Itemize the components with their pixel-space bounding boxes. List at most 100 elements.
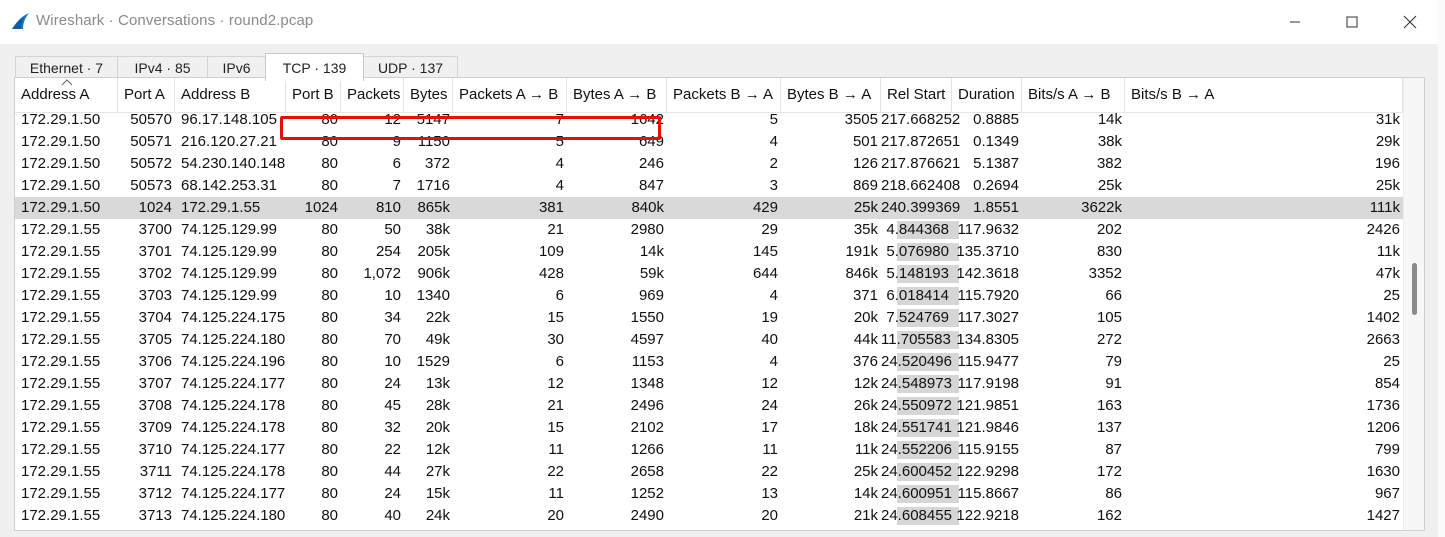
cell-port-a: 50572 xyxy=(130,155,172,172)
cell-port-b: 80 xyxy=(321,507,338,524)
table-row[interactable]: 172.29.1.50 1024 172.29.1.55 1024 810 865k 381… xyxy=(15,197,1403,219)
column-header-port-a[interactable]: Port A xyxy=(118,78,175,112)
cell-port-b: 80 xyxy=(321,419,338,436)
table-row[interactable]: 172.29.1.55 3702 74.125.129.99 80 1,072 906k 4… xyxy=(15,263,1403,285)
maximize-button[interactable] xyxy=(1323,0,1381,44)
rel-start-bar xyxy=(897,287,959,305)
cell-bytes-b-to-a: 846k xyxy=(845,265,878,282)
column-header-address-b[interactable]: Address B xyxy=(175,78,286,112)
vertical-scrollbar[interactable] xyxy=(1403,78,1424,530)
table-row[interactable]: 172.29.1.55 3706 74.125.224.196 80 10 1529 6 11… xyxy=(15,351,1403,373)
table-row[interactable]: 172.29.1.55 3709 74.125.224.178 80 32 20k 15 21… xyxy=(15,417,1403,439)
cell-port-b: 80 xyxy=(321,309,338,326)
cell-address-b: 172.29.1.55 xyxy=(181,199,261,216)
cell-bits-per-sec-a-to-b: 382 xyxy=(1096,155,1122,172)
cell-port-b: 80 xyxy=(321,287,338,304)
cell-packets: 32 xyxy=(384,419,401,436)
tab-tcp[interactable]: TCP · 139 xyxy=(265,53,364,81)
cell-duration: 115.8667 xyxy=(957,485,1019,502)
tab-udp[interactable]: UDP · 137 xyxy=(363,56,458,78)
window-title: Wireshark · Conversations · round2.pcap xyxy=(36,12,314,29)
table-row[interactable]: 172.29.1.55 3708 74.125.224.178 80 45 28k 21 24… xyxy=(15,395,1403,417)
cell-rel-start: 218.662408 xyxy=(881,177,961,194)
cell-packets-a-to-b: 109 xyxy=(538,243,564,260)
cell-address-b: 74.125.224.178 xyxy=(181,419,286,436)
cell-bytes: 38k xyxy=(425,221,450,238)
table-row[interactable]: 172.29.1.55 3707 74.125.224.177 80 24 13k 12 13… xyxy=(15,373,1403,395)
cell-bytes-b-to-a: 35k xyxy=(853,221,878,238)
tab-ipv4[interactable]: IPv4 · 85 xyxy=(117,56,208,78)
minimize-button[interactable] xyxy=(1266,0,1324,44)
column-header-bytes-b-to-a[interactable]: Bytes B → A xyxy=(781,78,881,112)
tab-ipv6[interactable]: IPv6 xyxy=(207,56,266,78)
cell-bits-per-sec-a-to-b: 14k xyxy=(1097,111,1122,128)
table-row[interactable]: 172.29.1.50 50573 68.142.253.31 80 7 1716 4 847… xyxy=(15,175,1403,197)
rel-start-bar xyxy=(897,419,959,437)
cell-port-b: 80 xyxy=(321,441,338,458)
table-row[interactable]: 172.29.1.55 3700 74.125.129.99 80 50 38k 21 298… xyxy=(15,219,1403,241)
cell-port-b: 80 xyxy=(321,485,338,502)
column-header-packets-a-to-b[interactable]: Packets A → B xyxy=(453,78,567,112)
cell-packets-b-to-a: 12 xyxy=(761,375,778,392)
cell-rel-start: 4.844368 xyxy=(886,221,949,238)
table-row[interactable]: 172.29.1.50 50570 96.17.148.105 80 12 5147 7 16… xyxy=(15,109,1403,131)
cell-bytes-b-to-a: 191k xyxy=(845,243,878,260)
cell-port-b: 80 xyxy=(321,111,338,128)
column-header-port-b[interactable]: Port B xyxy=(286,78,341,112)
window-edge xyxy=(1438,0,1445,537)
cell-rel-start: 240.399369 xyxy=(881,199,961,216)
table-row[interactable]: 172.29.1.55 3710 74.125.224.177 80 22 12k 11 12… xyxy=(15,439,1403,461)
cell-rel-start: 217.872651 xyxy=(881,133,961,150)
cell-address-b: 74.125.224.177 xyxy=(181,441,286,458)
cell-bytes: 865k xyxy=(417,199,450,216)
column-header-duration[interactable]: Duration xyxy=(952,78,1022,112)
cell-bytes: 22k xyxy=(425,309,450,326)
cell-port-b: 80 xyxy=(321,221,338,238)
table-row[interactable]: 172.29.1.50 50571 216.120.27.21 80 9 1150 5 649… xyxy=(15,131,1403,153)
column-header-bits-per-sec-a-to-b[interactable]: Bits/s A → B xyxy=(1022,78,1125,112)
table-row[interactable]: 172.29.1.55 3701 74.125.129.99 80 254 205k 109… xyxy=(15,241,1403,263)
table-row[interactable]: 172.29.1.55 3705 74.125.224.180 80 70 49k 30 45… xyxy=(15,329,1403,351)
cell-packets-b-to-a: 13 xyxy=(761,485,778,502)
column-header-address-a[interactable]: Address A xyxy=(15,78,118,112)
cell-packets-b-to-a: 3 xyxy=(769,177,778,194)
cell-packets: 6 xyxy=(392,155,401,172)
cell-address-a: 172.29.1.55 xyxy=(21,221,101,238)
cell-rel-start: 24.608455 xyxy=(881,507,952,524)
cell-rel-start: 24.551741 xyxy=(881,419,952,436)
scrollbar-thumb[interactable] xyxy=(1412,263,1417,315)
cell-packets-b-to-a: 19 xyxy=(761,309,778,326)
column-header-rel-start[interactable]: Rel Start xyxy=(881,78,952,112)
cell-duration: 122.9298 xyxy=(956,463,1019,480)
cell-packets-b-to-a: 20 xyxy=(761,507,778,524)
cell-duration: 5.1387 xyxy=(973,155,1019,172)
column-header-bytes-a-to-b[interactable]: Bytes A → B xyxy=(567,78,667,112)
column-header-packets-b-to-a[interactable]: Packets B → A xyxy=(667,78,781,112)
table-row[interactable]: 172.29.1.55 3711 74.125.224.178 80 44 27k 22 26… xyxy=(15,461,1403,483)
table-row[interactable]: 172.29.1.55 3713 74.125.224.180 80 40 24k 20 24… xyxy=(15,505,1403,527)
cell-rel-start: 7.524769 xyxy=(886,309,949,326)
column-header-bits-per-sec-b-to-a[interactable]: Bits/s B → A xyxy=(1125,78,1403,112)
cell-address-a: 172.29.1.50 xyxy=(21,133,101,150)
table-row[interactable]: 172.29.1.55 3704 74.125.224.175 80 34 22k 15 15… xyxy=(15,307,1403,329)
table-row[interactable]: 172.29.1.50 50572 54.230.140.148 80 6 372 4 246… xyxy=(15,153,1403,175)
cell-packets-b-to-a: 145 xyxy=(752,243,778,260)
cell-duration: 117.9632 xyxy=(957,221,1019,238)
cell-packets: 50 xyxy=(384,221,401,238)
cell-duration: 122.9218 xyxy=(956,507,1019,524)
tab-ethernet[interactable]: Ethernet · 7 xyxy=(15,56,118,78)
cell-address-b: 74.125.224.175 xyxy=(181,309,286,326)
column-header-bytes[interactable]: Bytes xyxy=(404,78,453,112)
cell-port-b: 80 xyxy=(321,463,338,480)
table-row[interactable]: 172.29.1.55 3703 74.125.129.99 80 10 1340 6 969… xyxy=(15,285,1403,307)
table-row[interactable]: 172.29.1.55 3712 74.125.224.177 80 24 15k 11 12… xyxy=(15,483,1403,505)
cell-bits-per-sec-a-to-b: 137 xyxy=(1096,419,1122,436)
cell-address-b: 74.125.224.177 xyxy=(181,375,286,392)
cell-packets-a-to-b: 381 xyxy=(538,199,564,216)
cell-packets: 7 xyxy=(392,177,401,194)
column-header-packets[interactable]: Packets xyxy=(341,78,404,112)
cell-bytes-a-to-b: 1550 xyxy=(630,309,664,326)
cell-bytes-a-to-b: 14k xyxy=(639,243,664,260)
cell-duration: 117.9198 xyxy=(957,375,1019,392)
close-button[interactable] xyxy=(1381,0,1439,44)
